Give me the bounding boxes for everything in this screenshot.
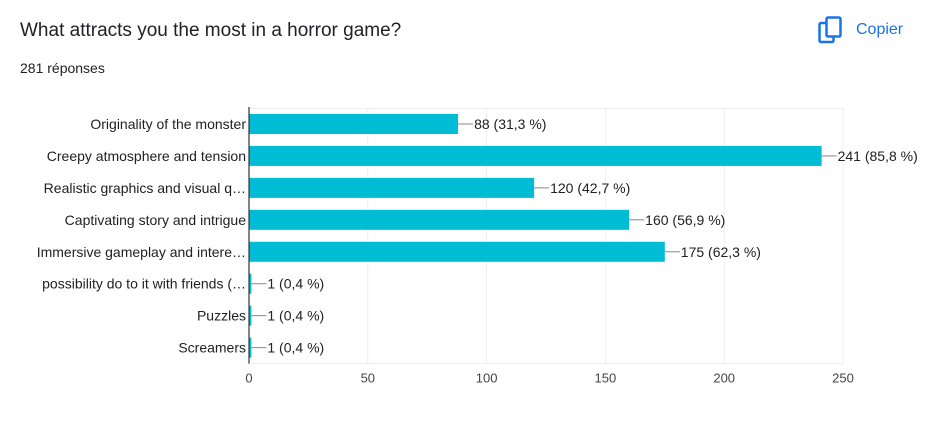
x-tick-label: 250 — [832, 371, 854, 386]
bar — [249, 113, 459, 134]
bar — [249, 145, 822, 166]
copy-button[interactable]: Copier — [818, 16, 903, 44]
value-label: 1 (0,4 %) — [267, 276, 324, 292]
bar — [249, 305, 252, 326]
x-tick-label: 50 — [361, 371, 375, 386]
bar — [249, 337, 252, 358]
value-label: 160 (56,9 %) — [645, 212, 725, 228]
bar — [249, 177, 535, 198]
category-label: Creepy atmosphere and tension — [47, 148, 246, 164]
category-label: Originality of the monster — [90, 116, 246, 132]
value-label: 88 (31,3 %) — [474, 116, 546, 132]
bar — [249, 241, 665, 262]
chart-title: What attracts you the most in a horror g… — [20, 20, 402, 41]
category-label: Immersive gameplay and intere… — [37, 244, 246, 260]
copy-icon — [818, 16, 844, 44]
category-label: Captivating story and intrigue — [65, 212, 247, 228]
x-tick-label: 150 — [595, 371, 617, 386]
category-label: Realistic graphics and visual q… — [44, 180, 246, 196]
value-label: 175 (62,3 %) — [681, 244, 761, 260]
category-label: possibility do to it with friends (… — [42, 276, 246, 292]
bar — [249, 209, 630, 230]
value-label: 241 (85,8 %) — [838, 148, 918, 164]
bar — [249, 273, 252, 294]
copy-label: Copier — [856, 21, 904, 38]
value-label: 1 (0,4 %) — [267, 308, 324, 324]
x-tick-label: 200 — [713, 371, 735, 386]
value-label: 1 (0,4 %) — [267, 340, 324, 356]
value-label: 120 (42,7 %) — [550, 180, 630, 196]
category-label: Puzzles — [197, 308, 246, 324]
category-label: Screamers — [178, 340, 246, 356]
x-tick-label: 100 — [476, 371, 498, 386]
response-count: 281 réponses — [20, 60, 105, 76]
x-tick-label: 0 — [245, 371, 252, 386]
